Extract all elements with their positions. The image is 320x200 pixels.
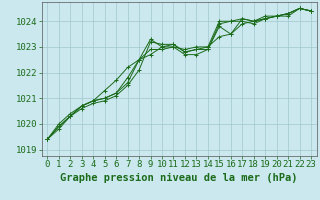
X-axis label: Graphe pression niveau de la mer (hPa): Graphe pression niveau de la mer (hPa) <box>60 173 298 183</box>
